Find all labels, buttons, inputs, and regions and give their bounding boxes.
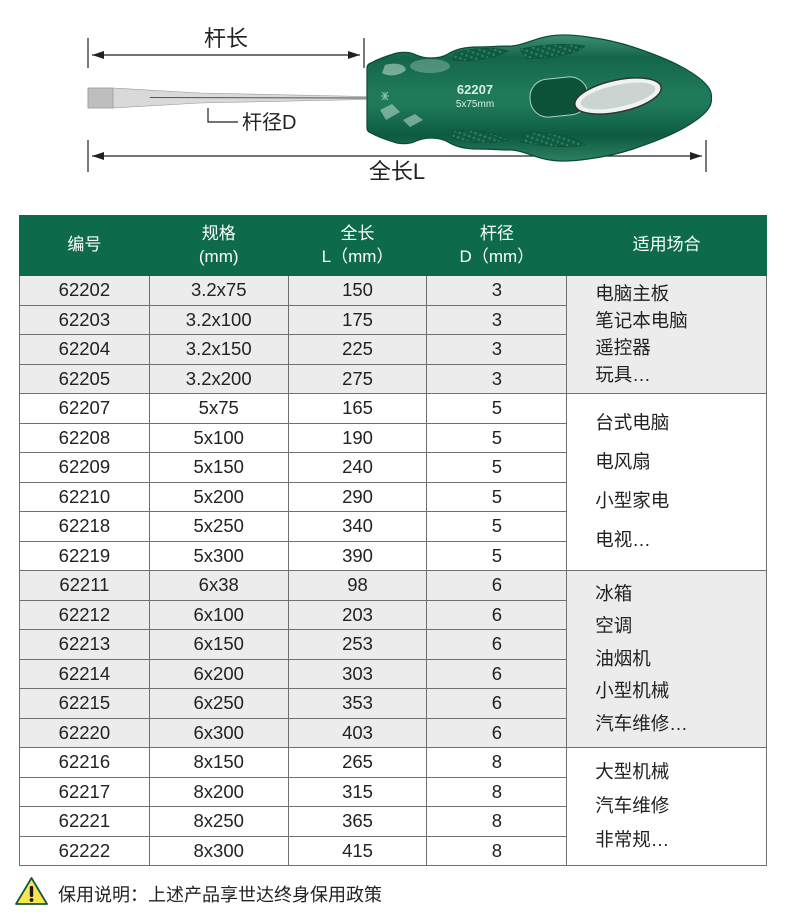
svg-text:62207: 62207	[457, 82, 493, 97]
svg-text:5x75mm: 5x75mm	[456, 99, 494, 110]
